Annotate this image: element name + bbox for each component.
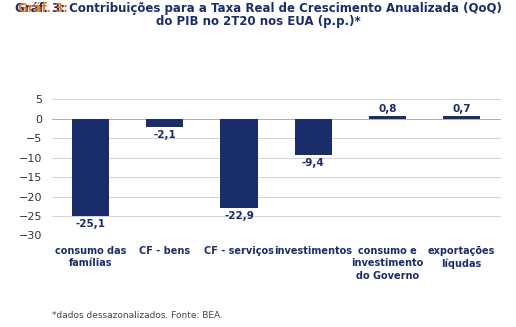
Text: Gráf. 3:: Gráf. 3: — [19, 2, 72, 15]
Bar — [295, 119, 332, 155]
Text: -2,1: -2,1 — [153, 130, 176, 140]
Text: *dados dessazonalizados. Fonte: BEA.: *dados dessazonalizados. Fonte: BEA. — [52, 311, 222, 320]
Bar — [369, 116, 406, 119]
Text: 0,7: 0,7 — [452, 104, 471, 114]
Bar — [443, 116, 480, 119]
Bar — [220, 119, 257, 208]
Bar — [146, 119, 183, 127]
Text: do PIB no 2T20 nos EUA (p.p.)*: do PIB no 2T20 nos EUA (p.p.)* — [156, 15, 360, 28]
Text: -9,4: -9,4 — [302, 158, 325, 168]
Bar — [72, 119, 109, 216]
Text: -22,9: -22,9 — [224, 211, 254, 220]
Text: -25,1: -25,1 — [75, 219, 106, 229]
Text: Gráf. 3: Contribuições para a Taxa Real de Crescimento Anualizada (QoQ): Gráf. 3: Contribuições para a Taxa Real … — [14, 2, 502, 15]
Text: 0,8: 0,8 — [378, 104, 397, 114]
